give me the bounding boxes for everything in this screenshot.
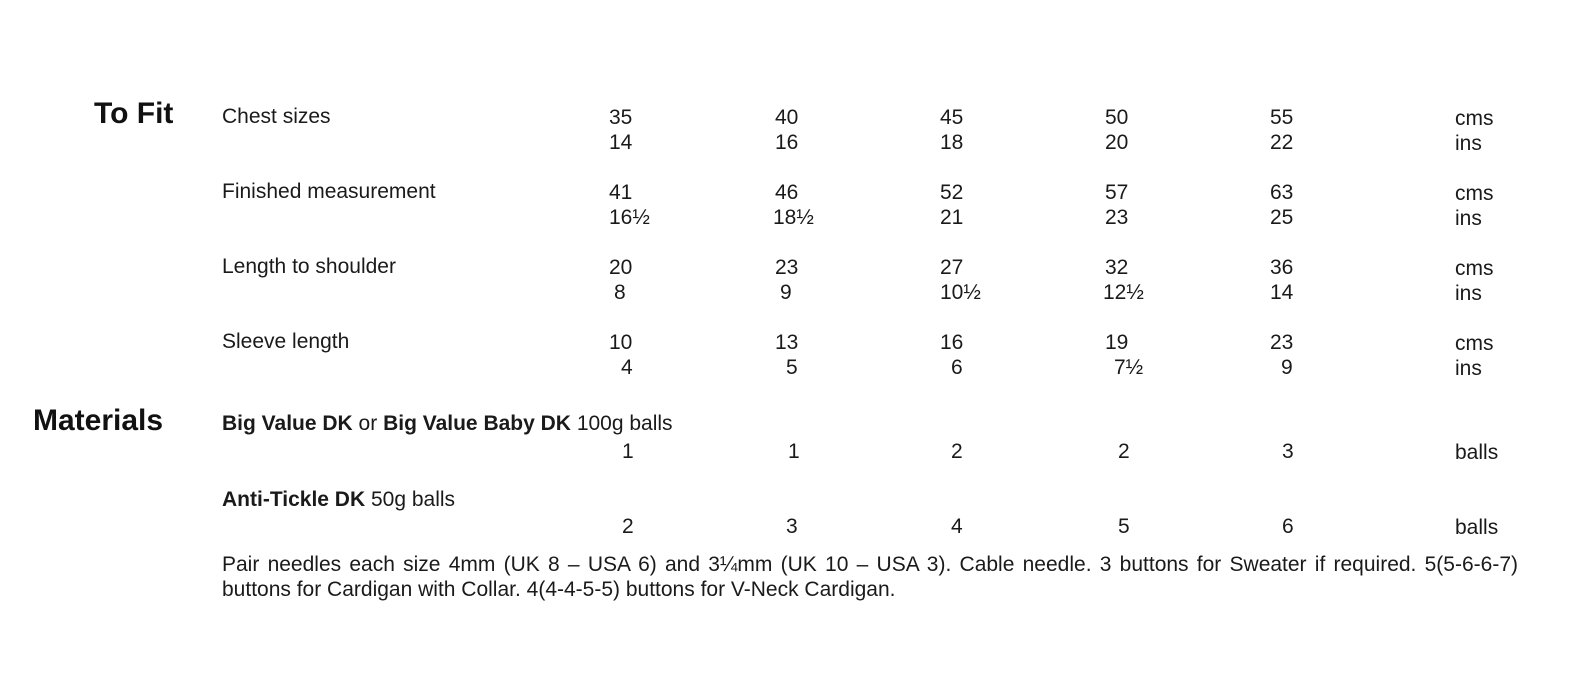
- length-ins-2: 9: [780, 281, 792, 304]
- big-value-qty-5: 3: [1282, 440, 1294, 463]
- chest-cms-unit: cms: [1455, 107, 1494, 130]
- length-ins-unit: ins: [1455, 282, 1482, 305]
- yarn-name-big-value-dk: Big Value DK: [222, 412, 353, 435]
- chest-cms-5: 55: [1270, 106, 1294, 129]
- big-value-unit: balls: [1455, 441, 1499, 464]
- big-value-qty-1: 1: [622, 440, 634, 463]
- chest-ins-3: 18: [940, 131, 964, 154]
- sleeve-cms-5: 23: [1270, 331, 1294, 354]
- length-cms-3: 27: [940, 256, 964, 279]
- chest-ins-5: 22: [1270, 131, 1294, 154]
- length-cms-5: 36: [1270, 256, 1294, 279]
- finished-cms-5: 63: [1270, 181, 1294, 204]
- sleeve-ins-5: 9: [1281, 356, 1293, 379]
- chest-ins-4: 20: [1105, 131, 1129, 154]
- yarn-ball-weight: 100g balls: [576, 412, 673, 435]
- anti-tickle-qty-1: 2: [622, 515, 634, 538]
- anti-tickle-qty-5: 6: [1282, 515, 1294, 538]
- sleeve-cms-unit: cms: [1455, 332, 1494, 355]
- yarn-name-big-value-baby-dk: Big Value Baby DK: [383, 412, 571, 435]
- finished-cms-2: 46: [775, 181, 799, 204]
- row-label-chest-sizes: Chest sizes: [222, 105, 331, 128]
- row-label-length-to-shoulder: Length to shoulder: [222, 255, 396, 278]
- sleeve-ins-unit: ins: [1455, 357, 1482, 380]
- row-label-sleeve-length: Sleeve length: [222, 330, 350, 353]
- materials-note: Pair needles each size 4mm (UK 8 – USA 6…: [222, 553, 1518, 601]
- sleeve-ins-1: 4: [621, 356, 633, 379]
- length-cms-unit: cms: [1455, 257, 1494, 280]
- length-ins-3: 10½: [940, 281, 981, 304]
- chest-cms-2: 40: [775, 106, 799, 129]
- anti-tickle-qty-4: 5: [1118, 515, 1130, 538]
- big-value-qty-2: 1: [788, 440, 800, 463]
- finished-ins-5: 25: [1270, 206, 1294, 229]
- sleeve-ins-4: 7½: [1114, 356, 1144, 379]
- chest-ins-2: 16: [775, 131, 799, 154]
- anti-tickle-qty-2: 3: [786, 515, 798, 538]
- finished-cms-3: 52: [940, 181, 964, 204]
- finished-cms-1: 41: [609, 181, 633, 204]
- heading-materials: Materials: [33, 404, 164, 437]
- yarn-ball-weight: 50g balls: [370, 488, 456, 511]
- sleeve-cms-1: 10: [609, 331, 633, 354]
- row-label-finished-measurement: Finished measurement: [222, 180, 436, 203]
- heading-to-fit: To Fit: [94, 97, 174, 130]
- yarn-connector: or: [358, 412, 378, 435]
- sleeve-cms-3: 16: [940, 331, 964, 354]
- length-ins-5: 14: [1270, 281, 1294, 304]
- yarn-anti-tickle-line: Anti-Tickle DK 50g balls: [222, 488, 455, 512]
- finished-ins-3: 21: [940, 206, 964, 229]
- finished-cms-4: 57: [1105, 181, 1129, 204]
- length-cms-4: 32: [1105, 256, 1129, 279]
- finished-ins-1: 16½: [609, 206, 650, 229]
- length-ins-1: 8: [614, 281, 626, 304]
- anti-tickle-qty-3: 4: [951, 515, 963, 538]
- chest-cms-4: 50: [1105, 106, 1129, 129]
- sleeve-cms-2: 13: [775, 331, 799, 354]
- chest-ins-unit: ins: [1455, 132, 1482, 155]
- chest-ins-1: 14: [609, 131, 633, 154]
- chest-cms-3: 45: [940, 106, 964, 129]
- big-value-qty-4: 2: [1118, 440, 1130, 463]
- anti-tickle-unit: balls: [1455, 516, 1499, 539]
- length-ins-4: 12½: [1103, 281, 1144, 304]
- sleeve-cms-4: 19: [1105, 331, 1129, 354]
- sleeve-ins-3: 6: [951, 356, 963, 379]
- chest-cms-1: 35: [609, 106, 633, 129]
- finished-ins-unit: ins: [1455, 207, 1482, 230]
- length-cms-1: 20: [609, 256, 633, 279]
- finished-ins-4: 23: [1105, 206, 1129, 229]
- finished-cms-unit: cms: [1455, 182, 1494, 205]
- sleeve-ins-2: 5: [786, 356, 798, 379]
- yarn-name-anti-tickle-dk: Anti-Tickle DK: [222, 488, 366, 511]
- length-cms-2: 23: [775, 256, 799, 279]
- finished-ins-2: 18½: [773, 206, 814, 229]
- big-value-qty-3: 2: [951, 440, 963, 463]
- yarn-big-value-line: Big Value DK or Big Value Baby DK 100g b…: [222, 412, 673, 436]
